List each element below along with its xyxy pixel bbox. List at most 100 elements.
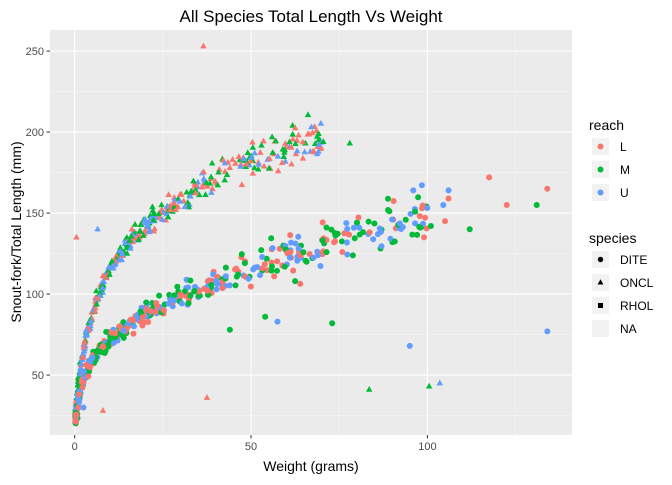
point-dite: [268, 235, 275, 242]
legend-key-oncl: [597, 279, 604, 285]
point-dite: [412, 220, 419, 227]
point-dite: [171, 292, 178, 299]
point-oncl: [181, 203, 189, 210]
point-oncl: [293, 147, 301, 154]
point-oncl: [281, 146, 288, 153]
point-oncl: [145, 218, 153, 225]
point-dite: [213, 286, 220, 293]
point-oncl: [183, 188, 190, 195]
point-oncl: [221, 159, 229, 166]
point-dite: [196, 288, 203, 295]
point-dite: [145, 318, 152, 325]
point-dite: [127, 316, 134, 323]
point-dite: [351, 235, 358, 242]
x-axis-ticks: 0 50 100: [72, 435, 437, 453]
data-point: [73, 233, 80, 240]
point-dite: [274, 258, 281, 265]
point-dite: [415, 194, 422, 201]
point-oncl: [243, 160, 250, 167]
point-oncl: [149, 203, 156, 210]
point-oncl: [237, 163, 244, 169]
point-oncl: [304, 111, 312, 118]
point-dite: [226, 282, 233, 289]
data-point: [346, 139, 354, 146]
point-oncl: [171, 193, 178, 200]
point-dite: [371, 220, 378, 227]
point-oncl: [251, 164, 258, 171]
point-oncl: [131, 221, 139, 227]
point-oncl: [191, 182, 198, 189]
point-dite: [323, 249, 330, 256]
chart-title: All Species Total Length Vs Weight: [179, 7, 442, 26]
point-oncl: [272, 137, 280, 144]
legend-label: DITE: [620, 253, 647, 267]
point-oncl: [292, 140, 299, 147]
point-dite: [263, 255, 270, 262]
point-oncl: [146, 226, 154, 233]
point-oncl: [240, 155, 247, 162]
point-dite: [110, 339, 117, 346]
point-oncl: [172, 206, 179, 213]
point-dite: [139, 314, 146, 321]
legend-title: species: [589, 230, 636, 246]
point-dite: [356, 224, 363, 231]
data-point: [292, 278, 299, 285]
point-dite: [80, 379, 87, 386]
panel-background: [50, 30, 572, 435]
point-dite: [378, 243, 385, 250]
point-oncl: [164, 213, 172, 220]
data-point: [533, 201, 540, 208]
point-dite: [160, 307, 167, 314]
point-oncl: [108, 257, 116, 264]
point-oncl: [204, 182, 211, 189]
x-tick-label: 50: [245, 441, 257, 453]
point-dite: [297, 280, 304, 287]
point-dite: [233, 273, 240, 280]
legend-label: U: [620, 186, 629, 200]
point-dite: [281, 263, 288, 270]
point-oncl: [248, 153, 255, 160]
data-point: [80, 404, 87, 411]
point-oncl: [203, 179, 210, 185]
point-dite: [204, 287, 211, 294]
point-dite: [191, 287, 198, 294]
point-dite: [103, 328, 110, 335]
point-dite: [409, 231, 416, 238]
point-dite: [355, 214, 362, 221]
point-dite: [332, 232, 339, 239]
point-dite: [303, 258, 310, 265]
point-dite: [317, 263, 324, 270]
point-oncl: [221, 176, 228, 183]
data-point: [445, 195, 452, 202]
point-oncl: [274, 152, 282, 159]
point-dite: [338, 238, 345, 245]
point-dite: [328, 226, 335, 233]
data-point: [329, 320, 336, 327]
point-oncl: [268, 133, 276, 140]
point-oncl: [127, 245, 134, 251]
data-point: [274, 318, 281, 325]
point-dite: [386, 208, 393, 215]
legend-title: reach: [589, 117, 624, 133]
point-dite: [319, 237, 326, 244]
point-dite: [238, 251, 245, 258]
point-oncl: [244, 149, 252, 155]
point-oncl: [200, 168, 207, 175]
point-oncl: [304, 130, 311, 137]
point-dite: [286, 254, 293, 261]
legend-key-l: [597, 143, 604, 150]
x-axis-label: Weight (grams): [263, 458, 358, 474]
legend-key-box: [592, 320, 609, 337]
point-dite: [343, 239, 350, 246]
point-oncl: [214, 181, 222, 188]
point-dite: [187, 292, 194, 299]
point-dite: [287, 249, 294, 256]
point-dite: [306, 251, 313, 258]
point-dite: [290, 267, 297, 274]
point-dite: [185, 300, 192, 307]
point-oncl: [291, 124, 299, 131]
point-dite: [177, 291, 184, 298]
point-dite: [89, 354, 96, 361]
point-dite: [389, 216, 396, 223]
point-oncl: [137, 221, 145, 228]
